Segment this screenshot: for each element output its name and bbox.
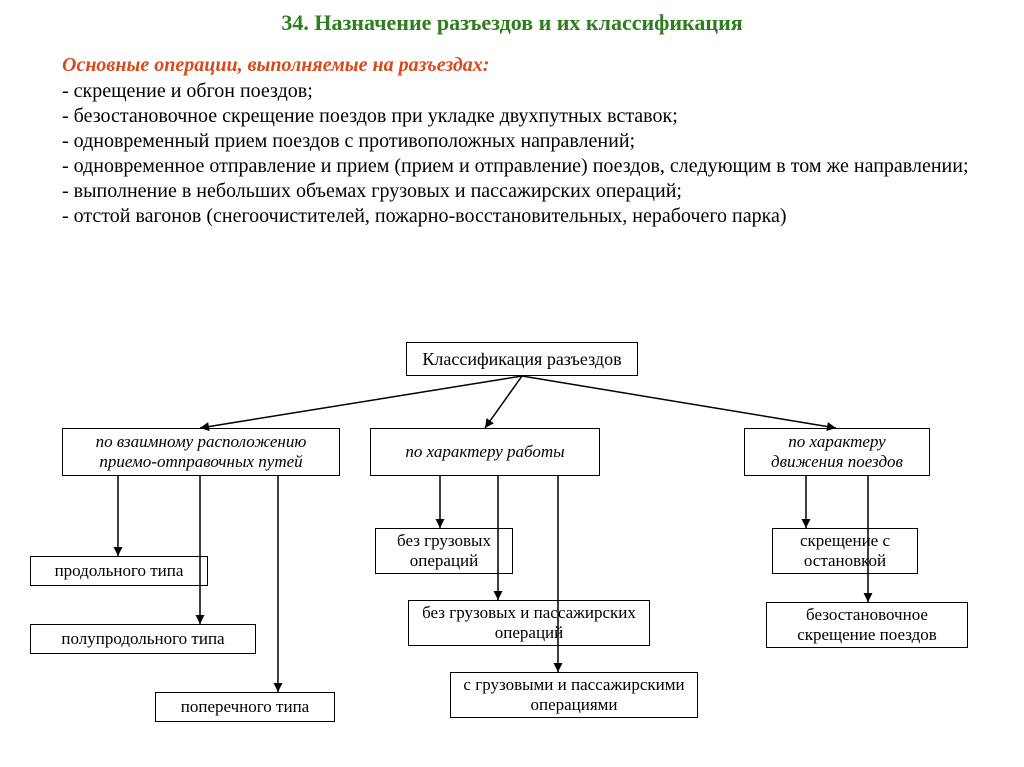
root-box: Классификация разъездов (406, 342, 638, 376)
bullet-item: - одновременный прием поездов с противоп… (62, 129, 1024, 154)
leaf-box: полупродольного типа (30, 624, 256, 654)
category-label: по характеру работы (405, 442, 564, 462)
bullet-item: - безостановочное скрещение поездов при … (62, 104, 1024, 129)
category-label: по характеру движения поездов (753, 432, 921, 471)
category-box: по взаимному расположению приемо-отправо… (62, 428, 340, 476)
leaf-box: безостановочное скрещение поездов (766, 602, 968, 648)
leaf-label: полупродольного типа (61, 629, 224, 649)
bullet-list: - скрещение и обгон поездов; - безостано… (0, 77, 1024, 229)
page-title: 34. Назначение разъездов и их классифика… (0, 0, 1024, 36)
leaf-label: с грузовыми и пассажирскими операциями (459, 675, 689, 714)
leaf-label: безостановочное скрещение поездов (775, 605, 959, 644)
leaf-label: без грузовых операций (384, 531, 504, 570)
bullet-item: - скрещение и обгон поездов; (62, 79, 1024, 104)
leaf-box: поперечного типа (155, 692, 335, 722)
category-box: по характеру работы (370, 428, 600, 476)
bullet-item: - выполнение в небольших объемах грузовы… (62, 179, 1024, 204)
leaf-box: продольного типа (30, 556, 208, 586)
root-label: Классификация разъездов (422, 349, 621, 370)
leaf-box: с грузовыми и пассажирскими операциями (450, 672, 698, 718)
leaf-box: без грузовых операций (375, 528, 513, 574)
leaf-label: скрещение с остановкой (781, 531, 909, 570)
subtitle: Основные операции, выполняемые на разъез… (0, 36, 1024, 77)
category-label: по взаимному расположению приемо-отправо… (71, 432, 331, 471)
bullet-item: - отстой вагонов (снегоочистителей, пожа… (62, 204, 1024, 229)
category-box: по характеру движения поездов (744, 428, 930, 476)
leaf-label: продольного типа (55, 561, 184, 581)
leaf-label: поперечного типа (181, 697, 309, 717)
leaf-box: скрещение с остановкой (772, 528, 918, 574)
leaf-box: без грузовых и пассажирских операций (408, 600, 650, 646)
leaf-label: без грузовых и пассажирских операций (417, 603, 641, 642)
bullet-item: - одновременное отправление и прием (при… (62, 154, 1024, 179)
